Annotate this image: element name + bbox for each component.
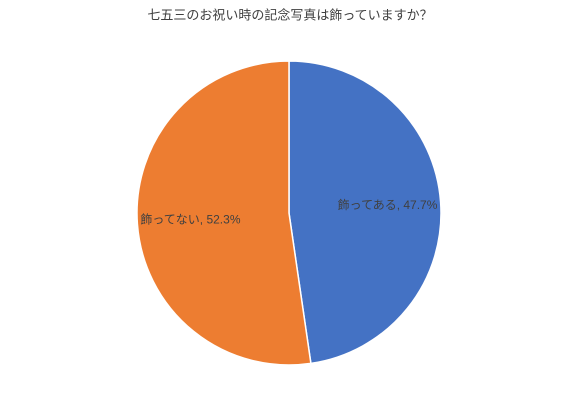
pie-slice	[288, 60, 442, 365]
pie-slice	[136, 60, 312, 366]
data-label: 飾ってない, 52.3%	[140, 212, 240, 226]
chart-title: 七五三のお祝い時の記念写真は飾っていますか？	[147, 7, 432, 22]
data-label: 飾ってある, 47.7%	[338, 198, 438, 212]
